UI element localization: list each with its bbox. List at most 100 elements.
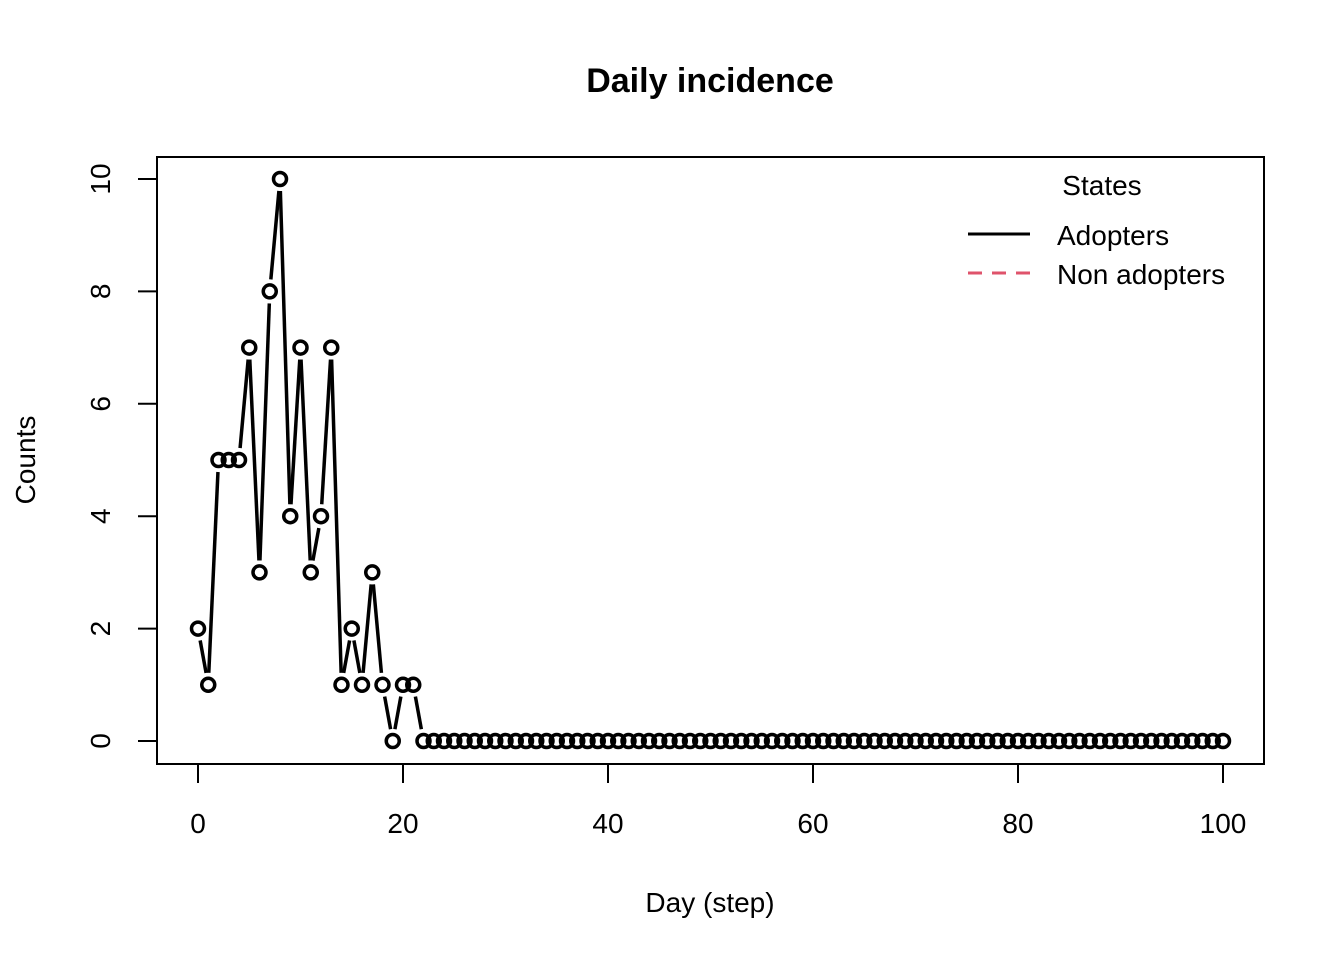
data-point [374,676,391,694]
data-point [958,732,975,750]
data-point [917,732,934,750]
data-point [784,732,801,750]
data-point [364,564,381,581]
series-segment [319,359,333,505]
data-point [476,732,494,750]
data-point [384,732,401,750]
data-point [271,170,289,188]
data-point [927,732,945,750]
series-segment [207,471,220,673]
data-point [671,732,688,750]
data-point [968,732,986,750]
data-point [435,732,453,750]
data-point [528,732,545,750]
data-point [722,732,740,750]
data-point [1091,732,1109,750]
y-tick-label: 8 [85,284,116,300]
data-point [1102,732,1119,750]
data-point [866,732,883,750]
series-segment [393,696,403,730]
data-point [681,732,699,750]
data-point [538,732,555,750]
data-point [856,732,873,750]
data-point [517,732,535,750]
data-point [938,732,955,750]
data-point [466,732,483,750]
data-point [886,732,904,750]
data-point [282,507,299,525]
data-point [292,339,309,356]
data-point [979,732,996,750]
data-point [804,732,822,750]
data-point [220,451,237,469]
series-segment [329,359,343,673]
data-point [1132,732,1150,750]
x-tick-label: 60 [797,808,828,839]
data-point [692,732,709,750]
data-point [845,732,863,750]
series-segment [311,527,321,561]
data-point [1194,732,1211,750]
data-point [200,676,217,694]
data-point [446,732,463,750]
data-point [415,732,432,750]
y-tick-label: 0 [85,733,116,749]
x-tick-label: 100 [1200,808,1247,839]
series-segment [341,640,352,674]
data-point [394,676,412,694]
data-point [343,620,360,637]
data-point [702,732,719,750]
data-point [241,339,258,356]
data-point [507,732,524,750]
series-segment [289,359,302,505]
data-point [794,732,811,750]
data-point [1020,732,1037,750]
data-point [497,732,514,750]
series-segment [248,359,261,561]
series-segment [352,640,362,674]
x-axis-label: Day (step) [645,887,774,918]
data-point [599,732,617,750]
x-tick-label: 80 [1002,808,1033,839]
data-point [774,732,791,750]
data-point [569,732,586,750]
data-point [640,732,658,750]
series-segment [299,359,312,561]
data-point [405,676,422,694]
data-point [1030,732,1047,750]
data-point [1204,732,1221,750]
data-point [610,732,627,750]
data-point [210,451,227,469]
data-point [815,732,832,750]
data-point [1184,732,1201,750]
data-point [661,732,678,750]
series-segment [413,696,424,730]
data-point [1122,732,1139,750]
data-point [1040,732,1057,750]
legend: States Adopters Non adopters [968,170,1225,290]
series-adopters [189,170,1232,750]
legend-label-non-adopters: Non adopters [1057,259,1225,290]
chart-title: Daily incidence [586,62,834,100]
series-segment [382,696,393,730]
data-point [1112,732,1129,750]
y-tick-label: 6 [85,396,116,412]
data-point [323,339,340,356]
data-point [1214,732,1232,750]
y-axis-label: Counts [10,416,41,505]
data-point [251,564,268,581]
data-point [333,676,350,694]
data-point [733,732,750,750]
data-point [425,732,442,750]
x-tick-label: 40 [592,808,623,839]
data-point [1153,732,1170,750]
data-point [558,732,576,750]
legend-label-adopters: Adopters [1057,220,1169,251]
data-point [589,732,606,750]
data-point [989,732,1006,750]
data-point [1081,732,1098,750]
data-point [456,732,473,750]
x-tick-label: 0 [190,808,206,839]
data-point [189,620,207,637]
